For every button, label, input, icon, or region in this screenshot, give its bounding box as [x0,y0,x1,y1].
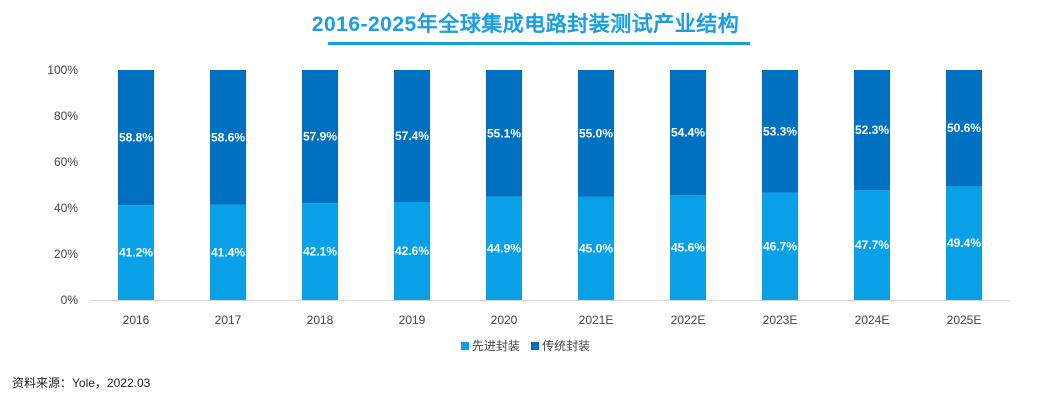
data-label-traditional: 58.8% [119,131,153,145]
data-label-advanced: 42.6% [395,244,429,258]
data-label-traditional: 50.6% [947,121,981,135]
bar-segment-advanced [670,195,706,300]
x-tick-label: 2019 [399,313,426,327]
legend-swatch-advanced [460,342,469,350]
legend-item-traditional: 传统封装 [531,337,590,354]
x-tick-label: 2023E [763,313,798,327]
legend-swatch-traditional [531,342,540,350]
bar-segment-advanced [486,196,522,300]
bar-segment-traditional [854,70,890,191]
y-tick-label: 60% [54,155,78,169]
bar-segment-traditional [486,70,522,197]
bar-segment-advanced [854,190,890,300]
bar-segment-traditional [762,70,798,193]
data-label-traditional: 54.4% [671,126,705,140]
bar-segment-traditional [118,70,154,206]
data-label-advanced: 46.7% [763,239,797,253]
bar-segment-advanced [394,202,430,300]
legend-label-advanced: 先进封装 [471,339,520,353]
data-label-traditional: 58.6% [211,130,245,144]
data-label-traditional: 57.9% [303,130,337,144]
bars: 41.2% 58.8% 41.4% 58.6% 42.1% 57.9% 42.6% 57.4%… [118,70,982,300]
data-label-advanced: 49.4% [947,236,981,250]
data-label-advanced: 47.7% [855,238,889,252]
legend: 先进封装 传统封装 [0,337,1051,354]
y-tick-label: 80% [54,109,78,123]
data-label-traditional: 55.0% [579,126,613,140]
legend-label-traditional: 传统封装 [542,339,591,353]
y-tick-label: 40% [54,201,78,215]
x-tick-label: 2024E [855,313,890,327]
data-label-traditional: 52.3% [855,123,889,137]
data-label-traditional: 57.4% [395,129,429,143]
data-label-advanced: 45.6% [671,241,705,255]
title-underline [328,42,750,45]
x-tick-label: 2020 [491,313,518,327]
bar-segment-traditional [210,70,246,205]
source-note: 资料来源：Yole，2022.03 [12,376,151,390]
data-label-advanced: 44.9% [487,241,521,255]
x-tick-label: 2018 [307,313,334,327]
x-tick-label: 2016 [123,313,150,327]
x-tick-label: 2025E [947,313,982,327]
bar-segment-advanced [118,205,154,300]
x-tick-label: 2017 [215,313,242,327]
y-tick-label: 100% [47,63,78,77]
bar-segment-advanced [210,204,246,300]
bar-segment-advanced [302,203,338,300]
y-axis: 0% 20% 40% 60% 80% 100% [47,63,78,307]
legend-item-advanced: 先进封装 [460,337,520,354]
data-label-advanced: 41.4% [211,245,245,259]
bar-segment-advanced [946,186,982,300]
chart-title: 2016-2025年全球集成电路封装测试产业结构 [311,13,740,36]
x-axis: 2016 2017 2018 2019 2020 2021E 2022E 2023E 2024E… [90,300,1010,327]
bar-segment-advanced [578,196,614,300]
data-label-advanced: 45.0% [579,241,613,255]
bar-segment-advanced [762,192,798,300]
y-tick-label: 20% [54,247,78,261]
data-label-advanced: 41.2% [119,246,153,260]
bar-segment-traditional [394,70,430,203]
data-label-advanced: 42.1% [303,245,337,259]
x-tick-label: 2022E [671,313,706,327]
bar-segment-traditional [946,70,982,187]
bar-segment-traditional [670,70,706,196]
data-label-traditional: 53.3% [763,124,797,138]
bar-segment-traditional [302,70,338,204]
y-tick-label: 0% [61,293,79,307]
bar-segment-traditional [578,70,614,197]
data-label-traditional: 55.1% [487,126,521,140]
x-tick-label: 2021E [579,313,614,327]
